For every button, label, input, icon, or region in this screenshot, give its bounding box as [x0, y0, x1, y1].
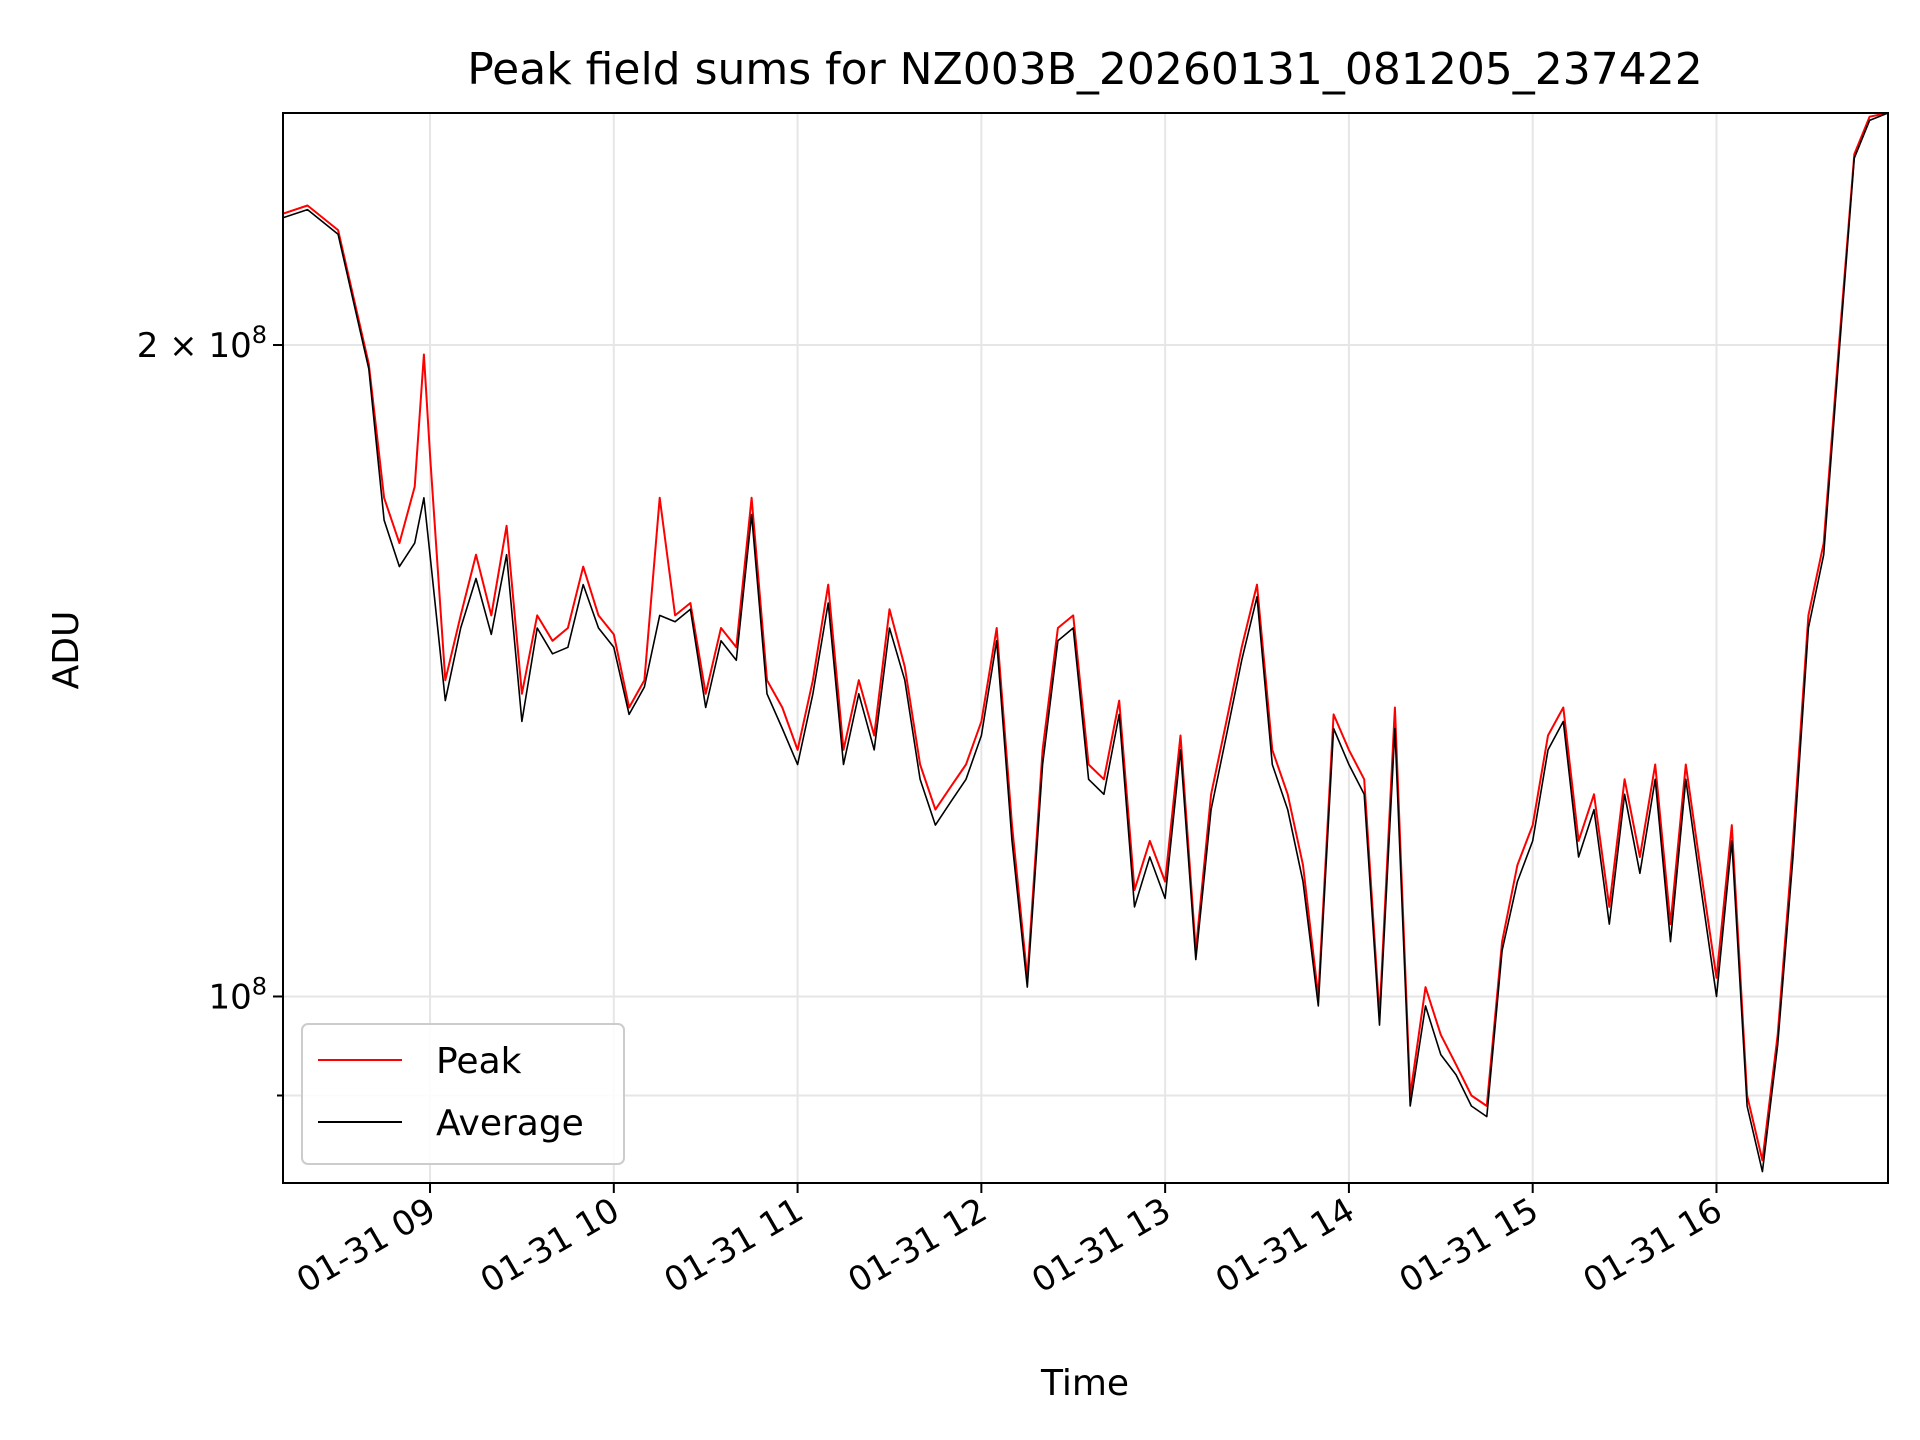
y-tick-label: 108	[208, 972, 267, 1017]
x-axis-label: Time	[1040, 1363, 1129, 1404]
plot-frame	[282, 112, 1889, 1184]
series-layer	[282, 112, 1889, 1173]
chart-title: Peak field sums for NZ003B_20260131_0812…	[467, 44, 1703, 95]
legend-average-label: Average	[436, 1103, 584, 1144]
y-axis-label: ADU	[46, 611, 87, 690]
legend-peak-label: Peak	[436, 1041, 522, 1082]
legend: Peak Average	[301, 1023, 625, 1165]
series-line-average	[282, 112, 1889, 1173]
series-line-peak	[282, 112, 1889, 1162]
y-tick-label: 2 × 108	[137, 321, 267, 366]
